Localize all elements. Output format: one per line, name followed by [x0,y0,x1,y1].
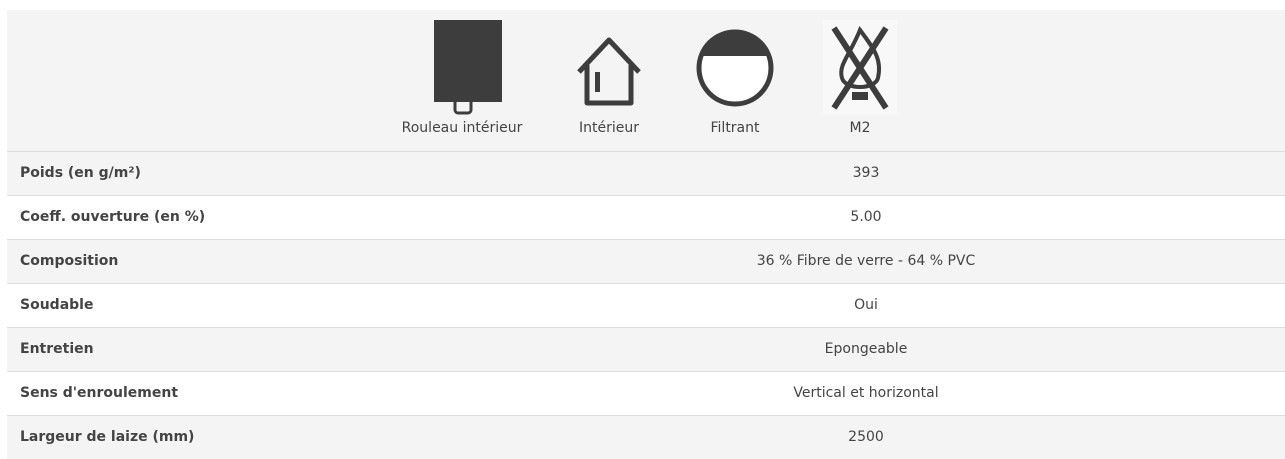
icon-roller: Rouleau intérieur [387,10,537,136]
spec-label: Largeur de laize (mm) [20,429,195,445]
fire-icon [823,20,897,115]
spec-value: Oui [854,297,878,313]
icon-interior: Intérieur [534,10,684,136]
icon-label: Rouleau intérieur [401,120,523,136]
spec-value: 2500 [848,429,884,445]
spec-row: Sens d'enroulement Vertical et horizontal [7,371,1285,415]
icon-label: Intérieur [579,120,639,136]
spec-value: 393 [852,165,880,181]
spec-label: Entretien [20,341,94,357]
icon-strip: Rouleau intérieur Intérieur Filtrant M2 [7,10,1285,151]
filter-icon [696,29,774,107]
spec-row: Composition 36 % Fibre de verre - 64 % PV… [7,239,1285,283]
icon-label: Filtrant [710,120,760,136]
spec-row: Coeff. ouverture (en %) 5.00 [7,195,1285,239]
spec-panel: Rouleau intérieur Intérieur Filtrant M2 … [7,10,1285,459]
spec-value: Vertical et horizontal [793,385,939,401]
icon-fire: M2 [785,10,935,136]
spec-value: 36 % Fibre de verre - 64 % PVC [756,253,976,269]
roller-icon [434,20,502,115]
spec-label: Coeff. ouverture (en %) [20,209,206,225]
spec-row: Poids (en g/m²) 393 [7,151,1285,195]
spec-value: 5.00 [850,209,882,225]
spec-label: Sens d'enroulement [20,385,179,401]
icon-label: M2 [849,120,871,136]
spec-row: Entretien Epongeable [7,327,1285,371]
icon-filter: Filtrant [660,10,810,136]
spec-value: Epongeable [824,341,908,357]
spec-row: Largeur de laize (mm) 2500 [7,415,1285,459]
house-icon [577,37,641,106]
spec-label: Poids (en g/m²) [20,165,141,181]
spec-row: Soudable Oui [7,283,1285,327]
spec-label: Soudable [20,297,94,313]
spec-label: Composition [20,253,119,269]
